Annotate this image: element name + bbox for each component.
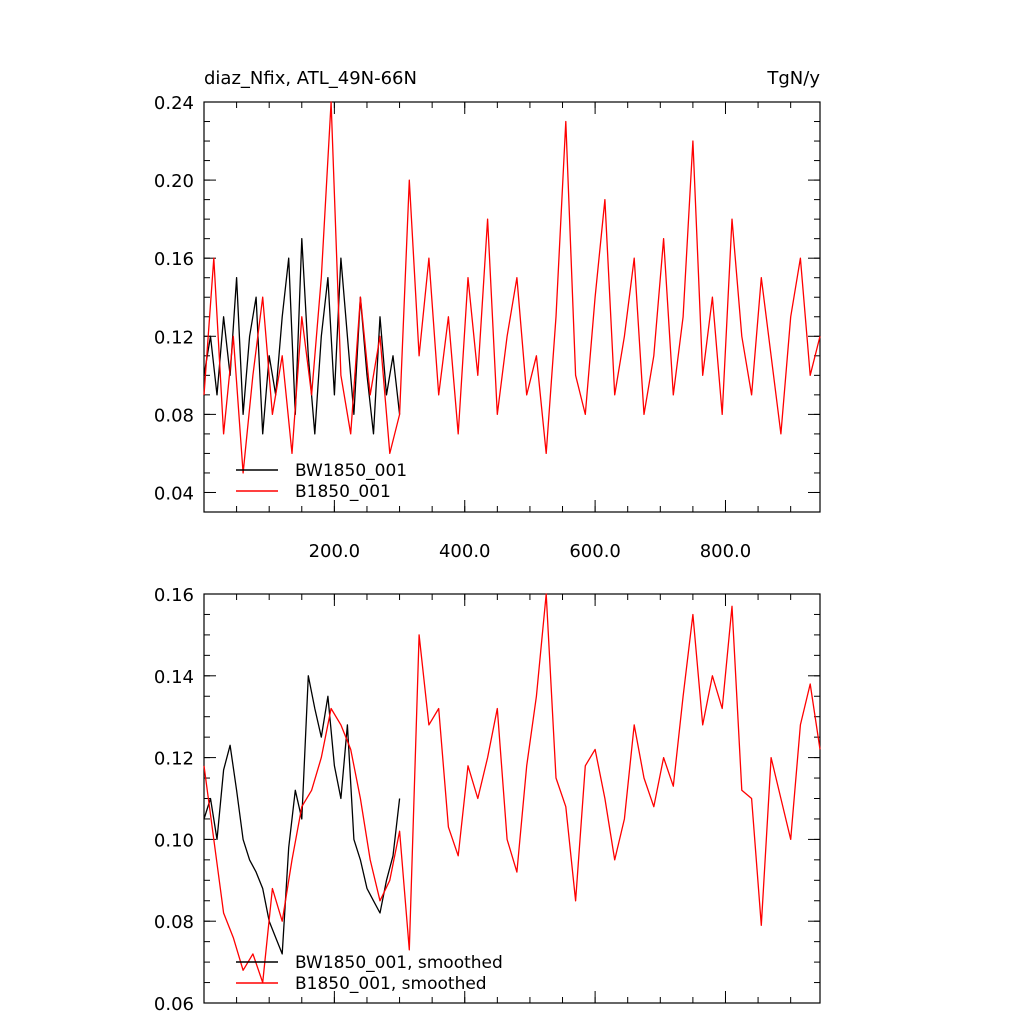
bottom-panel: 0.06 0.08 0.10 0.12 0.14 0.16 BW1850_001, smoo… (154, 585, 821, 1015)
units-label: TgN/y (766, 68, 820, 89)
y-tick-label: 0.04 (154, 483, 194, 504)
series-line-b1850 (203, 101, 821, 474)
x-tick-label: 200.0 (309, 541, 361, 562)
x-tick-label: 800.0 (700, 541, 752, 562)
y-tick-label: 0.08 (154, 912, 194, 933)
y-tick-label: 0.14 (154, 667, 194, 688)
y-tick-label: 0.16 (154, 585, 194, 606)
y-tick-label: 0.06 (154, 994, 194, 1015)
y-tick-label: 0.12 (154, 327, 194, 348)
legend-label: B1850_001 (295, 482, 391, 502)
series-line-bw1850 (203, 238, 401, 435)
plot-frame (203, 101, 821, 513)
series-line-bw1850 (203, 675, 401, 955)
x-tick-label: 400.0 (439, 541, 491, 562)
y-tick-label: 0.24 (154, 93, 194, 114)
series-line-b1850 (203, 593, 821, 984)
y-tick-label: 0.20 (154, 171, 194, 192)
chart-title: diaz_Nfix, ATL_49N-66N (204, 68, 417, 89)
x-tick-label: 600.0 (569, 541, 621, 562)
y-tick-label: 0.16 (154, 249, 194, 270)
y-tick-label: 0.08 (154, 405, 194, 426)
legend-label: BW1850_001, smoothed (295, 953, 503, 973)
y-tick-label: 0.12 (154, 749, 194, 770)
legend-label: B1850_001, smoothed (295, 974, 487, 994)
top-panel: 0.04 0.08 0.12 0.16 0.20 0.24 200.0 400.0 600.0 8… (154, 93, 821, 562)
legend-label: BW1850_001 (295, 461, 407, 481)
y-tick-label: 0.10 (154, 830, 194, 851)
